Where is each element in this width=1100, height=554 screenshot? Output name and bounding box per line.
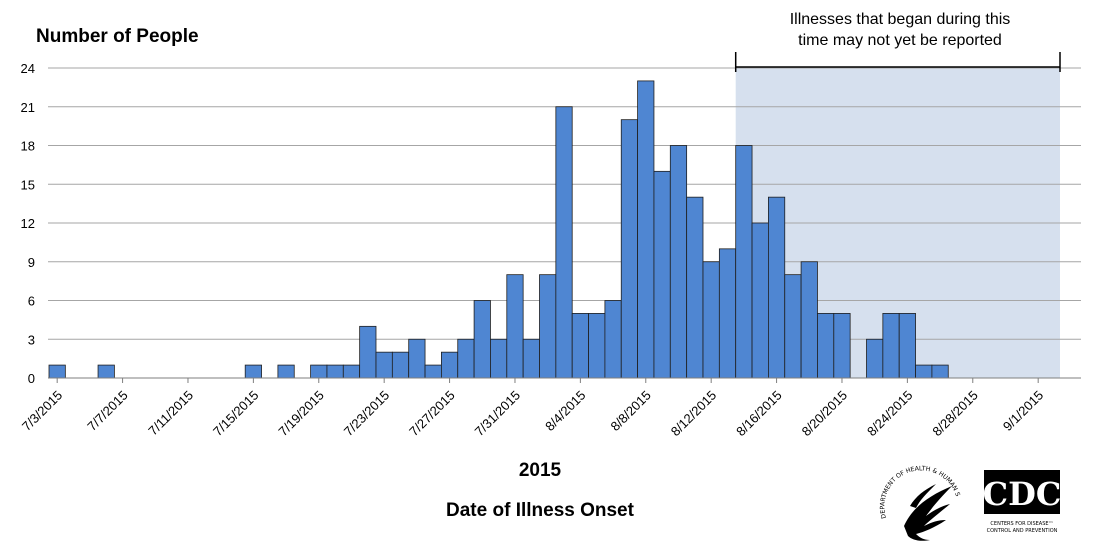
bar-7-25-2015 [408,338,426,379]
x-tick-label: 7/19/2015 [275,388,327,440]
reporting-lag-note: Illnesses that began during this time ma… [740,9,1060,51]
bar-8-4-2015 [571,313,589,379]
x-tick-label: 7/3/2015 [19,388,65,434]
y-tick-label: 24 [21,61,35,76]
y-tick-label: 3 [28,332,35,347]
bar-8-3-2015 [555,106,573,379]
cdc-logo: CDC CENTERS FOR DISEASE™ CONTROL AND PRE… [983,470,1062,534]
y-tick-label: 21 [21,100,35,115]
y-tick-label: 9 [28,255,35,270]
bar-7-28-2015 [457,338,475,379]
bar-7-29-2015 [473,300,491,379]
y-tick-label: 12 [21,216,35,231]
bar-8-7-2015 [620,119,639,379]
y-tick-label: 6 [28,294,35,309]
hhs-seal-logo: DEPARTMENT OF HEALTH & HUMAN SERVICES · … [876,456,961,541]
bar-7-23-2015 [375,351,393,379]
bar-8-26-2015 [931,364,949,379]
bar-7-20-2015 [326,364,344,379]
x-tick-label: 8/4/2015 [542,388,588,434]
x-tick-label: 7/11/2015 [145,388,196,439]
x-axis-year: 2015 [518,460,562,481]
bar-7-19-2015 [310,364,328,379]
bar-7-17-2015 [277,364,295,379]
x-tick-label: 8/24/2015 [864,388,916,440]
bar-8-20-2015 [833,313,851,379]
bar-7-21-2015 [342,364,361,379]
y-axis-title: Number of People [36,26,199,47]
svg-text:CONTROL AND PREVENTION: CONTROL AND PREVENTION [987,528,1058,534]
x-tick-label: 7/23/2015 [341,388,393,440]
bar-8-23-2015 [882,313,900,379]
bar-8-22-2015 [866,338,884,379]
bar-8-1-2015 [522,338,540,379]
x-tick-label: 7/15/2015 [210,388,262,440]
bar-8-8-2015 [637,80,655,379]
bar-7-22-2015 [359,325,377,379]
bar-8-2-2015 [539,274,557,379]
x-tick-label: 8/16/2015 [733,388,785,440]
bar-7-24-2015 [391,351,410,379]
bar-8-12-2015 [702,261,720,379]
x-tick-label: 7/7/2015 [84,388,130,434]
bar-7-15-2015 [244,364,262,379]
bar-8-16-2015 [768,196,786,379]
x-tick-label: 7/27/2015 [406,388,458,440]
bar-8-25-2015 [915,364,933,379]
x-tick-label: 7/31/2015 [472,388,524,440]
x-tick-label: 8/12/2015 [668,388,720,440]
x-axis-title: Date of Illness Onset [446,500,634,521]
bar-7-27-2015 [440,351,459,379]
bar-7-30-2015 [490,338,508,379]
bar-7-6-2015 [97,364,115,379]
bar-8-15-2015 [751,222,769,379]
bar-8-11-2015 [686,196,704,379]
bar-8-13-2015 [718,248,737,379]
svg-text:CENTERS FOR DISEASE™: CENTERS FOR DISEASE™ [990,521,1053,527]
bar-7-26-2015 [424,364,442,379]
x-tick-label: 9/1/2015 [1000,388,1046,434]
bar-8-19-2015 [817,313,835,379]
bar-8-18-2015 [800,261,818,379]
x-tick-label: 8/8/2015 [608,388,654,434]
reporting-lag-note-line-2: time may not yet be reported [798,32,1002,49]
bar-8-14-2015 [735,145,753,379]
y-tick-label: 0 [28,371,35,386]
bar-8-9-2015 [653,170,671,379]
bar-8-5-2015 [588,313,606,379]
bar-7-3-2015 [48,364,66,379]
bar-8-6-2015 [604,300,622,379]
reporting-lag-note-line-1: Illnesses that began during this [789,11,1011,28]
x-tick-label: 8/28/2015 [929,388,981,440]
bar-8-10-2015 [669,145,688,379]
bar-8-17-2015 [784,274,802,379]
bar-8-24-2015 [898,313,916,379]
y-tick-label: 18 [21,139,35,154]
x-tick-label: 8/20/2015 [799,388,851,440]
bar-7-31-2015 [506,274,524,379]
y-tick-label: 15 [21,177,35,192]
svg-text:CDC: CDC [983,475,1062,513]
